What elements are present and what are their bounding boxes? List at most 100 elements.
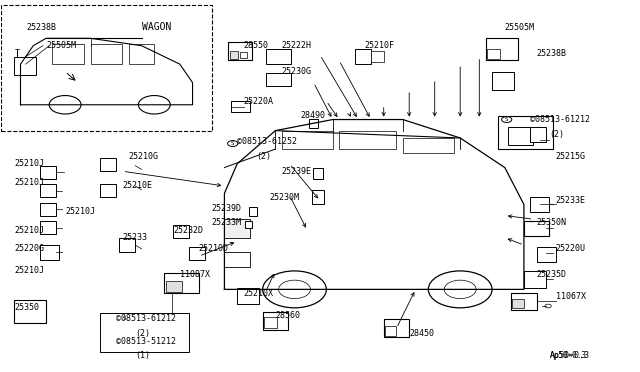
Text: 25210F: 25210F	[365, 41, 395, 50]
Bar	[100, 313, 189, 352]
Bar	[355, 49, 371, 64]
Text: 25238B: 25238B	[537, 49, 566, 58]
Bar	[249, 207, 257, 217]
Bar	[266, 73, 291, 86]
Bar	[403, 138, 454, 153]
Bar	[91, 44, 122, 64]
Text: 25239E: 25239E	[282, 167, 312, 176]
Text: 25222H: 25222H	[282, 41, 312, 50]
Bar	[245, 221, 252, 228]
Text: 25210J: 25210J	[65, 207, 95, 217]
Bar	[40, 166, 56, 179]
Text: 25210E: 25210E	[122, 182, 152, 190]
Bar	[100, 184, 116, 197]
Bar	[100, 158, 116, 171]
Text: 25210X: 25210X	[244, 289, 273, 298]
Bar	[486, 38, 518, 61]
Text: 25232D: 25232D	[173, 226, 204, 235]
Text: 11067X: 11067X	[556, 292, 586, 301]
Text: S: S	[123, 317, 126, 321]
Bar	[262, 311, 288, 330]
Text: (2): (2)	[256, 152, 271, 161]
Bar	[240, 52, 247, 58]
Text: 25230G: 25230G	[282, 67, 312, 76]
Text: 25220U: 25220U	[556, 244, 586, 253]
Bar	[309, 119, 319, 128]
Text: 25233M: 25233M	[212, 218, 242, 227]
Text: 28550: 28550	[244, 41, 269, 50]
Text: 25210J: 25210J	[14, 266, 44, 275]
Bar	[537, 247, 556, 262]
Text: 11087X: 11087X	[180, 270, 210, 279]
Bar	[492, 71, 515, 90]
Text: 28490: 28490	[301, 111, 326, 121]
Bar	[40, 245, 59, 260]
Bar	[166, 280, 182, 292]
Text: ©08513-51212: ©08513-51212	[116, 337, 176, 346]
Bar	[1, 5, 212, 131]
Bar	[524, 271, 546, 288]
Bar	[499, 116, 552, 149]
Text: 25210D: 25210D	[199, 244, 229, 253]
Text: (2): (2)	[549, 130, 564, 139]
Text: (2): (2)	[135, 329, 150, 338]
Text: 25215G: 25215G	[556, 152, 586, 161]
Text: WAGON: WAGON	[141, 22, 171, 32]
Bar	[511, 293, 537, 310]
Bar	[487, 49, 500, 59]
Bar	[225, 219, 250, 238]
Bar	[371, 51, 384, 62]
Text: ©08513-61252: ©08513-61252	[237, 137, 297, 146]
Bar	[531, 127, 546, 142]
Bar	[384, 319, 409, 337]
Bar	[266, 49, 291, 64]
Text: S: S	[231, 141, 234, 146]
Bar	[189, 247, 205, 260]
Text: 25210J: 25210J	[14, 159, 44, 169]
Text: 25350: 25350	[14, 303, 39, 312]
Text: 28560: 28560	[275, 311, 300, 320]
Text: 25230M: 25230M	[269, 193, 299, 202]
Bar	[508, 127, 534, 145]
Text: Aρ50∗0.3: Aρ50∗0.3	[549, 350, 586, 359]
Bar	[385, 326, 396, 336]
Bar	[40, 221, 56, 234]
Bar	[40, 203, 56, 215]
Bar	[40, 184, 56, 197]
Bar	[339, 131, 396, 149]
Text: 25210J: 25210J	[14, 178, 44, 187]
Bar	[524, 221, 549, 236]
Bar	[314, 167, 323, 179]
Bar	[312, 190, 324, 205]
Text: 25505M: 25505M	[505, 23, 535, 32]
Text: 25505M: 25505M	[46, 41, 76, 50]
Bar	[164, 273, 199, 293]
Bar	[14, 301, 46, 323]
Text: 25210G: 25210G	[129, 152, 159, 161]
Bar	[531, 197, 549, 212]
Bar	[231, 101, 250, 112]
Bar	[264, 317, 276, 328]
Text: 25220G: 25220G	[14, 244, 44, 253]
Text: ©08513-61212: ©08513-61212	[531, 115, 590, 124]
Text: 25220A: 25220A	[244, 97, 273, 106]
Text: 25233: 25233	[122, 233, 147, 242]
Bar	[513, 299, 524, 308]
Text: ©08513-61212: ©08513-61212	[116, 314, 176, 323]
Text: 25238B: 25238B	[27, 23, 57, 32]
Text: 25239D: 25239D	[212, 203, 242, 213]
Text: 28450: 28450	[409, 329, 434, 338]
Bar	[52, 44, 84, 64]
Text: (1): (1)	[135, 351, 150, 360]
Text: Aρ50∗0.3: Aρ50∗0.3	[549, 351, 589, 360]
Bar	[173, 225, 189, 238]
Bar	[282, 131, 333, 149]
Bar	[119, 238, 135, 253]
Bar	[237, 288, 259, 304]
Text: 25233E: 25233E	[556, 196, 586, 205]
Bar	[14, 57, 36, 75]
Text: 25350N: 25350N	[537, 218, 566, 227]
Bar	[225, 253, 250, 267]
Text: 25235D: 25235D	[537, 270, 566, 279]
Bar	[228, 42, 252, 61]
